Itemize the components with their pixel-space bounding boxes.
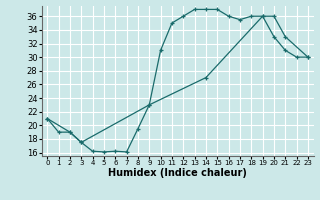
X-axis label: Humidex (Indice chaleur): Humidex (Indice chaleur) — [108, 168, 247, 178]
